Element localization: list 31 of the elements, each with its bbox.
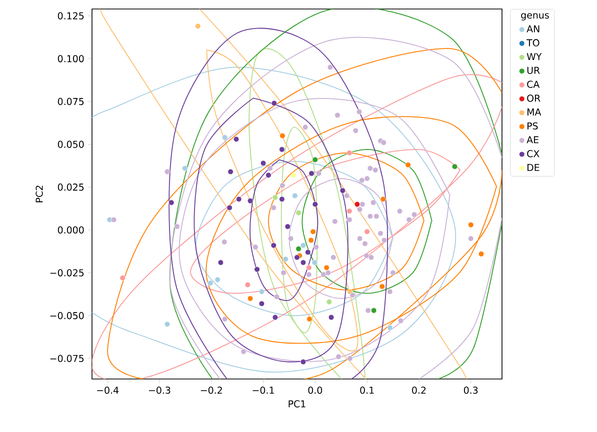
x-tick-label: 0.1 [360,386,374,394]
x-tick-label: 0.0 [308,386,322,394]
y-tick-label: 0.125 [58,12,84,20]
legend-label: AE [526,136,538,144]
x-tick-label: 0.2 [412,386,426,394]
y-tick-label: 0.025 [58,184,84,191]
y-tick-label: −0.075 [50,354,84,362]
x-tick-label: −0.2 [200,386,222,394]
x-tick-label: 0.3 [464,386,478,394]
legend-label: CA [527,80,540,88]
y-tick-label: −0.025 [50,269,84,276]
legend-label: MA [527,108,542,116]
legend-label: OR [527,94,540,102]
legend-label: UR [527,66,540,74]
legend-title: genus [521,13,549,20]
legend-label: PS [527,122,538,130]
x-tick-label: −0.1 [252,386,274,394]
y-tick-label: 0.000 [58,226,84,234]
y-tick-label: 0.075 [58,98,84,106]
legend-label: TO [526,39,540,46]
legend-label: AN [526,25,540,32]
y-tick-label: 0.100 [58,55,84,62]
x-tick-label: −0.3 [148,386,170,394]
y-tick-label: −0.050 [50,312,84,320]
legend-label: WY [526,53,542,60]
legend-label: DE [527,164,540,171]
y-axis-title: PC2 [36,186,43,202]
legend-label: CX [527,150,540,158]
y-tick-label: 0.050 [58,140,84,148]
x-axis-title: PC1 [288,400,306,408]
x-tick-label: −0.4 [97,386,119,394]
